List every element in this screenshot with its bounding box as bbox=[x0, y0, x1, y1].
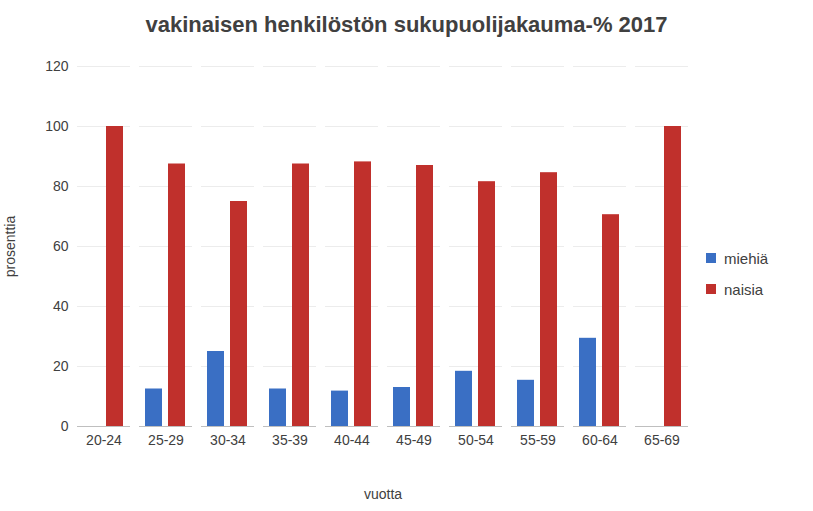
html-text:miehiä: miehiä bbox=[724, 249, 769, 267]
svg-text:65-69: 65-69 bbox=[644, 432, 680, 448]
svg-text:60-64: 60-64 bbox=[582, 432, 618, 448]
svg-text:0: 0 bbox=[61, 418, 69, 434]
svg-text:35-39: 35-39 bbox=[272, 432, 308, 448]
svg-text:30-34: 30-34 bbox=[210, 432, 246, 448]
svg-text:vuotta: vuotta bbox=[364, 486, 402, 502]
svg-text:60: 60 bbox=[53, 238, 69, 254]
html-text:naisia: naisia bbox=[724, 280, 764, 298]
svg-text:25-29: 25-29 bbox=[148, 432, 184, 448]
html-text:vakinaisen henkilöstön sukupuo: vakinaisen henkilöstön sukupuolijakauma-… bbox=[145, 12, 668, 37]
svg-text:50-54: 50-54 bbox=[458, 432, 494, 448]
svg-text:40-44: 40-44 bbox=[334, 432, 370, 448]
svg-text:40: 40 bbox=[53, 298, 69, 314]
svg-text:prosenttia: prosenttia bbox=[2, 216, 18, 278]
svg-text:20: 20 bbox=[53, 358, 69, 374]
svg-text:100: 100 bbox=[45, 118, 69, 134]
svg-text:45-49: 45-49 bbox=[396, 432, 432, 448]
svg-text:120: 120 bbox=[45, 58, 69, 74]
svg-text:55-59: 55-59 bbox=[520, 432, 556, 448]
svg-text:20-24: 20-24 bbox=[86, 432, 122, 448]
svg-text:80: 80 bbox=[53, 178, 69, 194]
